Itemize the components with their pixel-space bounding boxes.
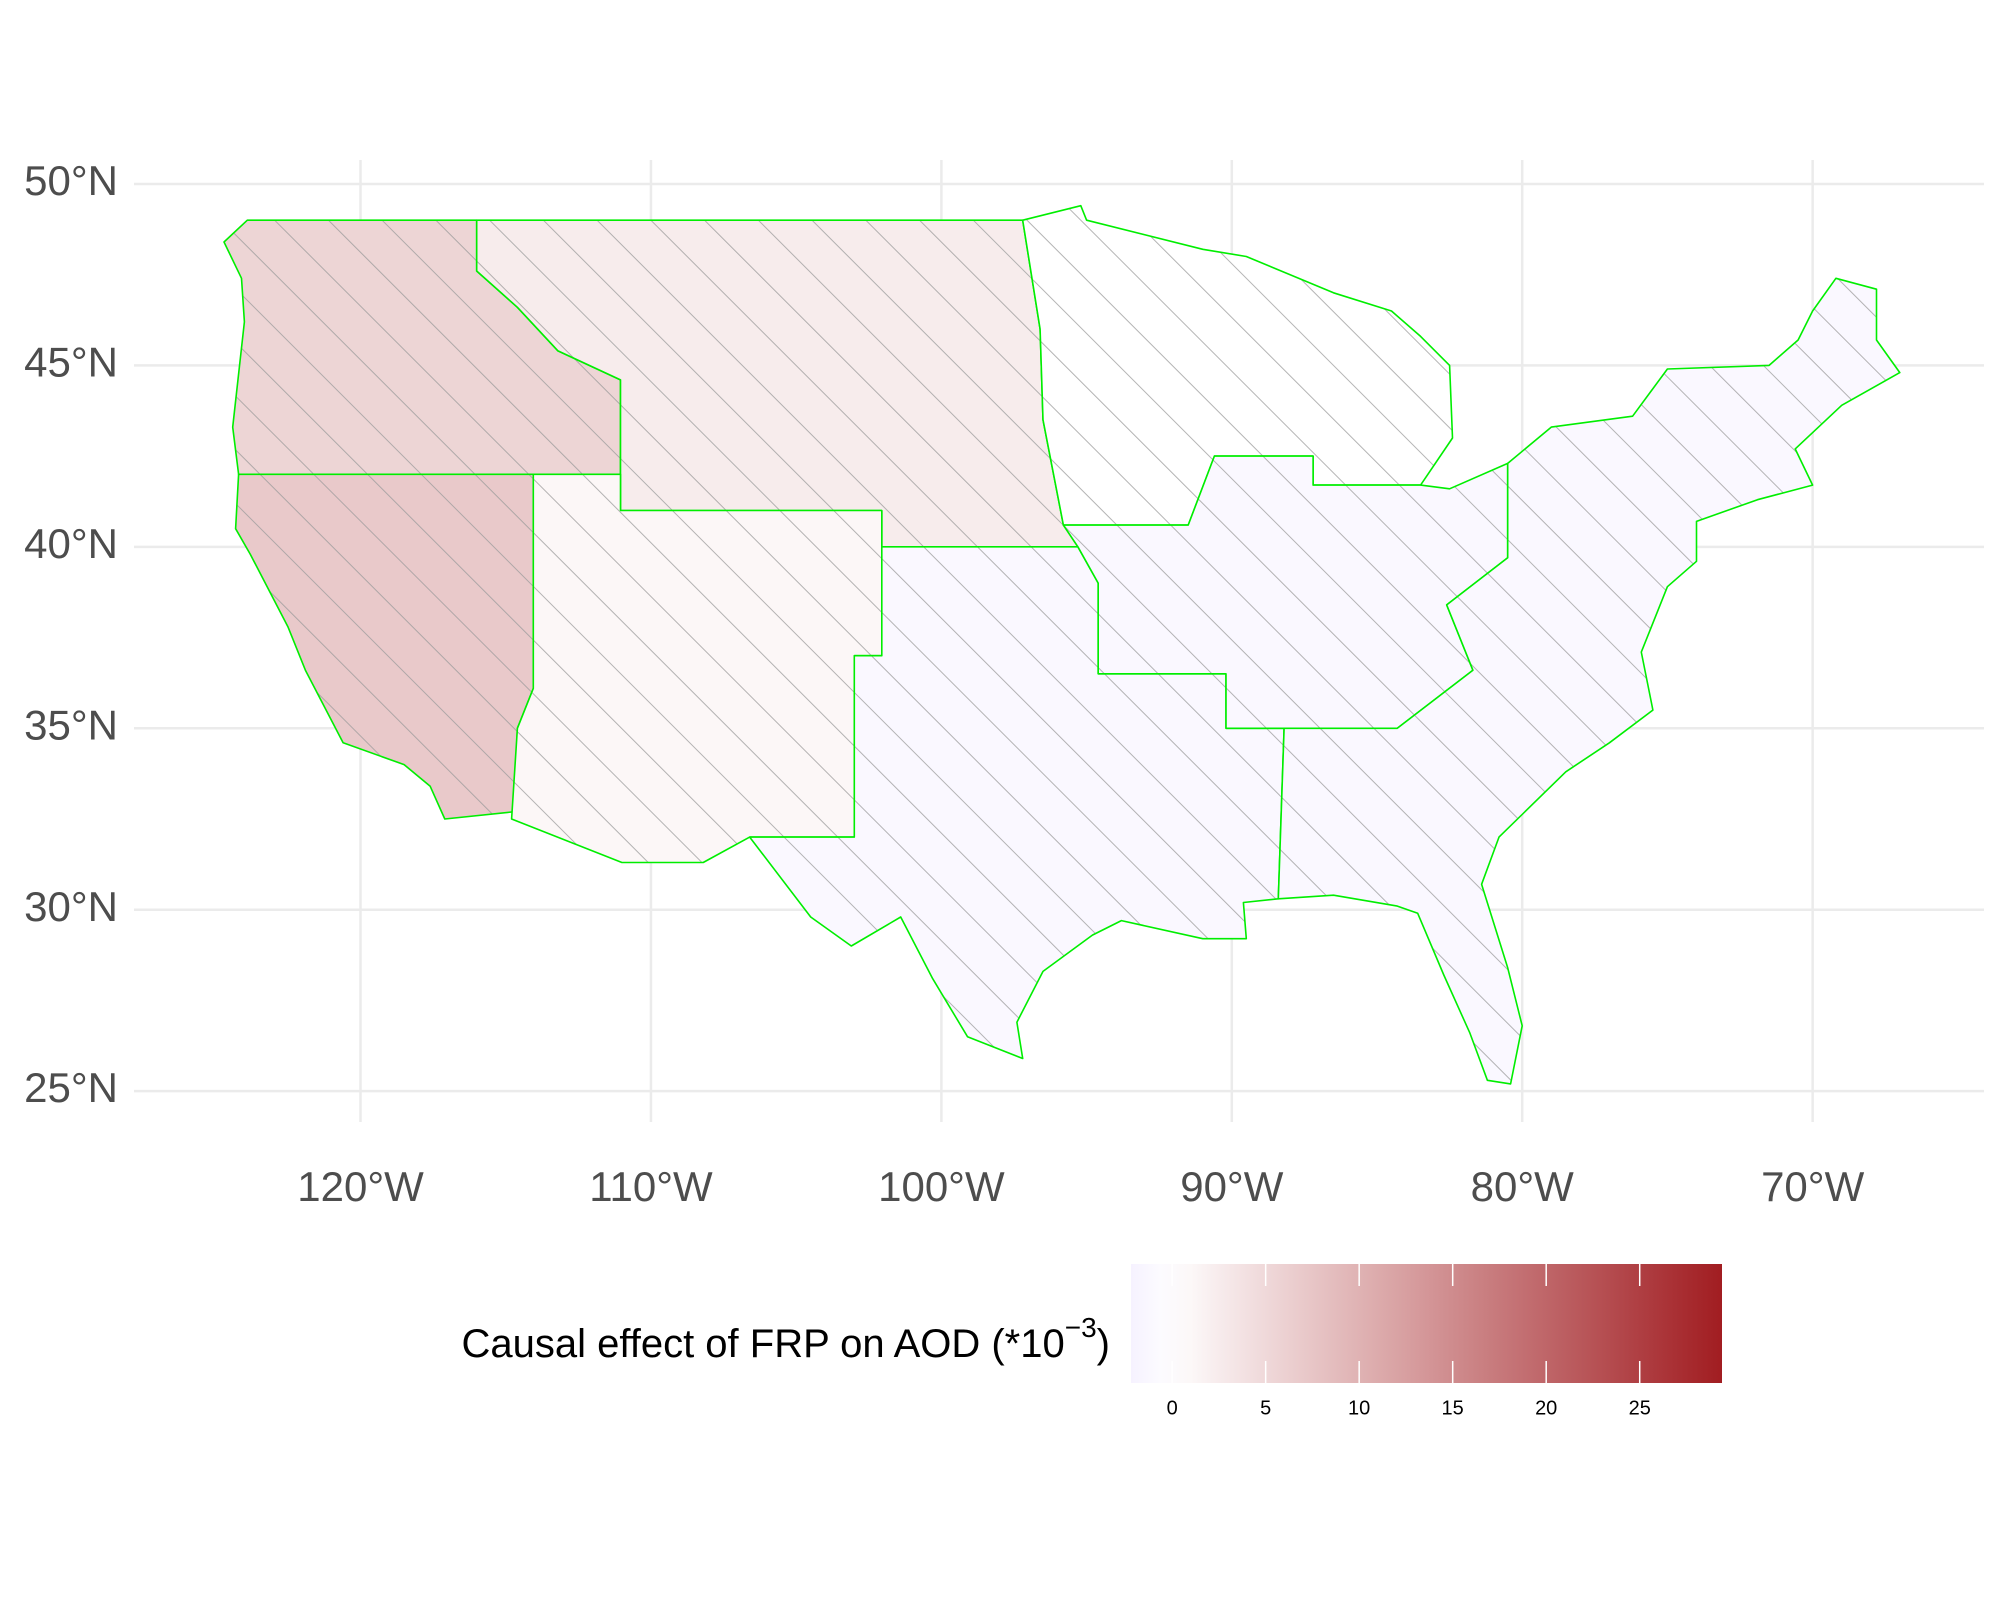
legend-title: Causal effect of FRP on AOD (*10−3) — [461, 1312, 1110, 1365]
y-tick-label: 45°N — [24, 338, 118, 385]
colorbar — [1131, 1264, 1722, 1383]
legend: Causal effect of FRP on AOD (*10−3) 0 5 10… — [461, 1264, 1722, 1419]
regions — [223, 204, 1901, 1085]
colorbar-tick-label: 20 — [1535, 1397, 1557, 1419]
colorbar-tick-label: 15 — [1442, 1397, 1464, 1419]
x-tick-label: 100°W — [878, 1163, 1005, 1210]
x-tick-label: 70°W — [1761, 1163, 1865, 1210]
colorbar-tick-label: 10 — [1348, 1397, 1370, 1419]
y-tick-label: 25°N — [24, 1064, 118, 1111]
axes: 25°N 30°N 35°N 40°N 45°N 50°N 120°W 110°W 100°W 9… — [24, 157, 1864, 1210]
x-tick-label: 90°W — [1180, 1163, 1284, 1210]
colorbar-tick-label: 0 — [1167, 1397, 1178, 1419]
y-tick-label: 35°N — [24, 701, 118, 748]
legend-title-close: ) — [1097, 1322, 1110, 1366]
x-tick-label: 120°W — [297, 1163, 424, 1210]
legend-title-text: Causal effect of FRP on AOD (*10 — [461, 1322, 1064, 1366]
y-tick-label: 50°N — [24, 157, 118, 204]
y-tick-label: 30°N — [24, 883, 118, 930]
region-hatch — [234, 473, 535, 820]
colorbar-tick-label: 25 — [1629, 1397, 1651, 1419]
colorbar-tick-label: 5 — [1260, 1397, 1271, 1419]
x-tick-label: 110°W — [589, 1163, 713, 1210]
y-tick-label: 40°N — [24, 520, 118, 567]
x-tick-label: 80°W — [1471, 1163, 1575, 1210]
legend-title-exponent: −3 — [1065, 1312, 1097, 1343]
region-hatch — [1277, 277, 1901, 1085]
region-hatch — [510, 473, 883, 864]
